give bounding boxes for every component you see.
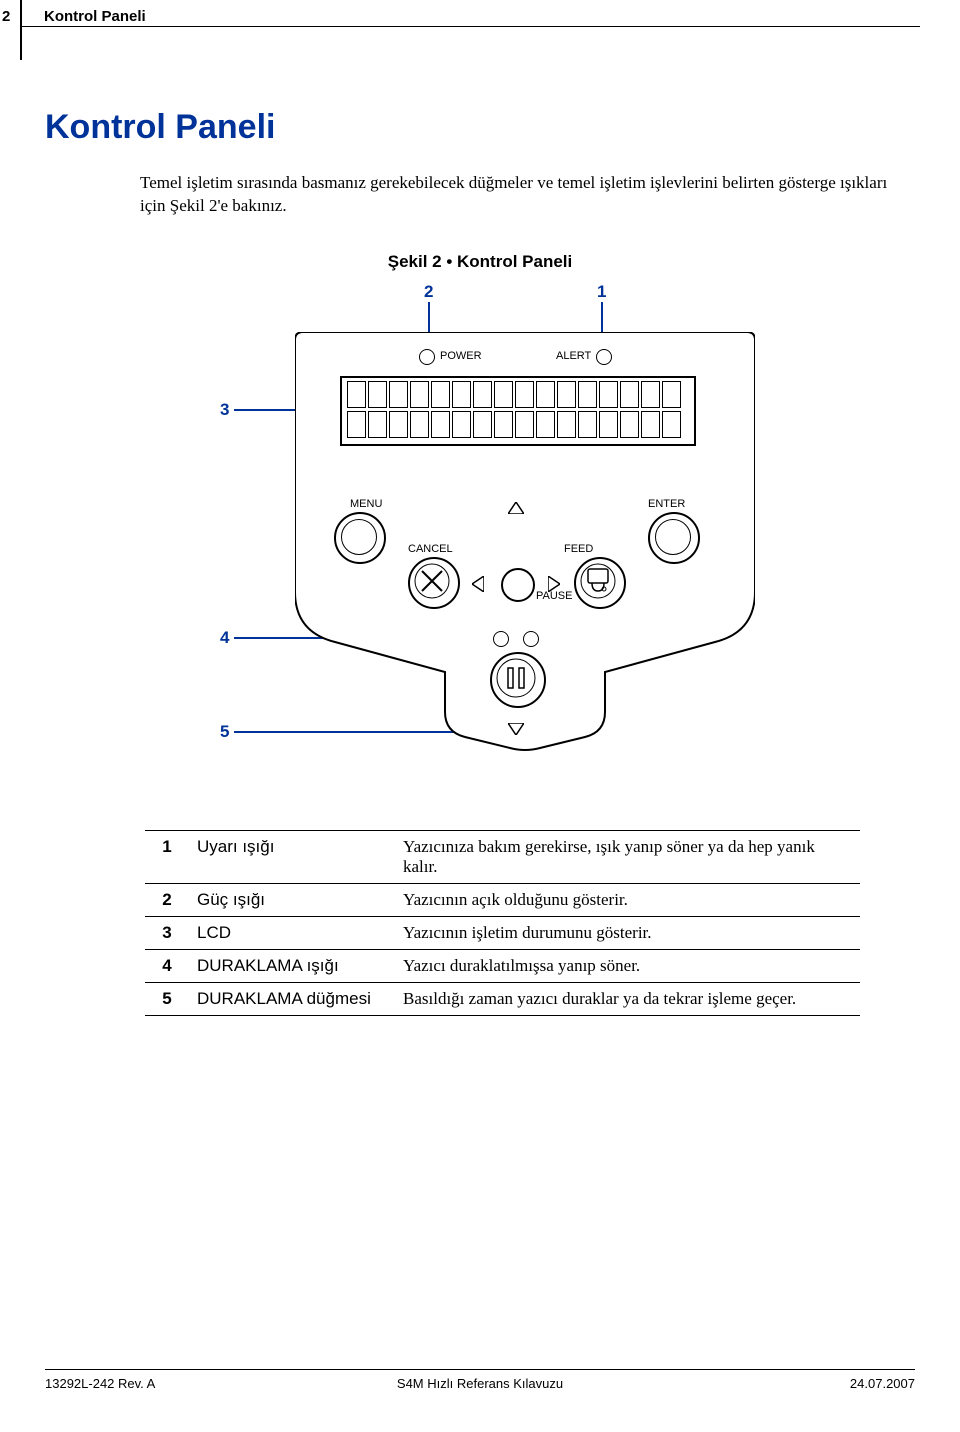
legend-num: 3 [145,917,189,950]
lcd-cell [536,411,555,438]
enter-label: ENTER [648,498,685,510]
feed-label: FEED [564,543,593,555]
legend-desc: Yazıcının işletim durumunu gösterir. [395,917,860,950]
callout-1: 1 [597,282,606,302]
lcd-cell [515,381,534,408]
lcd-cell [620,381,639,408]
legend-desc: Yazıcınıza bakım gerekirse, ışık yanıp s… [395,831,860,884]
legend-table: 1 Uyarı ışığı Yazıcınıza bakım gerekirse… [145,830,860,1016]
lcd-cell [431,411,450,438]
table-row: 4 DURAKLAMA ışığı Yazıcı duraklatılmışsa… [145,950,860,983]
footer-center: S4M Hızlı Referans Kılavuzu [45,1376,915,1391]
header-rule-horiz [20,26,920,27]
lcd-cell [368,411,387,438]
figure-caption: Şekil 2 • Kontrol Paneli [0,252,960,272]
lcd-cell [662,411,681,438]
left-arrow-icon[interactable] [472,576,484,597]
power-led [419,349,435,365]
lcd-cell [410,411,429,438]
lcd-cell [578,381,597,408]
legend-term: Güç ışığı [189,884,395,917]
table-row: 1 Uyarı ışığı Yazıcınıza bakım gerekirse… [145,831,860,884]
lcd-cell [368,381,387,408]
pause-button[interactable] [490,652,546,708]
footer: 13292L-242 Rev. A S4M Hızlı Referans Kıl… [45,1369,915,1400]
legend-desc: Basıldığı zaman yazıcı duraklar ya da te… [395,983,860,1016]
lcd-cell [431,381,450,408]
footer-right: 24.07.2007 [850,1376,915,1391]
power-label: POWER [440,350,482,362]
lcd-cell [536,381,555,408]
lcd-cell [347,381,366,408]
page-number: 2 [2,8,10,25]
lcd-cell [410,381,429,408]
lcd-cell [473,411,492,438]
lcd-cell [494,381,513,408]
control-panel-diagram: 1 2 3 4 5 POWER ALERT // draw 2x16 segme… [0,282,960,822]
legend-desc: Yazıcı duraklatılmışsa yanıp söner. [395,950,860,983]
section-label: Kontrol Paneli [44,8,146,25]
legend-term: DURAKLAMA düğmesi [189,983,395,1016]
enter-button-inner [655,519,691,555]
legend-num: 1 [145,831,189,884]
lcd-cell [620,411,639,438]
intro-text: Temel işletim sırasında basmanız gerekeb… [140,172,900,218]
legend-num: 2 [145,884,189,917]
lcd-cell [452,411,471,438]
callout-2: 2 [424,282,433,302]
lcd-cell [473,381,492,408]
lcd-cell [452,381,471,408]
lcd-cell [389,381,408,408]
lcd-cell [599,411,618,438]
page-title: Kontrol Paneli [45,108,275,147]
callout-3: 3 [220,400,229,420]
lcd-cell [641,381,660,408]
legend-num: 5 [145,983,189,1016]
pause-led-ring [501,568,535,602]
legend-desc: Yazıcının açık olduğunu gösterir. [395,884,860,917]
alert-label: ALERT [556,350,591,362]
lcd-cell [578,411,597,438]
feed-button[interactable] [574,557,626,609]
lcd-cell [641,411,660,438]
table-row: 5 DURAKLAMA düğmesi Basıldığı zaman yazı… [145,983,860,1016]
down-arrow-icon[interactable] [508,722,524,740]
menu-label: MENU [350,498,382,510]
alert-led [596,349,612,365]
legend-num: 4 [145,950,189,983]
pause-led-2 [523,631,539,647]
cancel-label: CANCEL [408,543,453,555]
legend-term: DURAKLAMA ışığı [189,950,395,983]
menu-button-inner [341,519,377,555]
pause-led [493,631,509,647]
up-arrow-icon[interactable] [508,501,524,519]
table-row: 3 LCD Yazıcının işletim durumunu gösteri… [145,917,860,950]
pause-label: PAUSE [536,590,572,602]
lcd-cell [515,411,534,438]
lcd-cell [389,411,408,438]
table-row: 2 Güç ışığı Yazıcının açık olduğunu göst… [145,884,860,917]
lcd-cell [599,381,618,408]
legend-term: LCD [189,917,395,950]
lcd-cell [347,411,366,438]
lcd-cell [662,381,681,408]
lcd-cell [557,411,576,438]
lcd-cell [494,411,513,438]
callout-4: 4 [220,628,229,648]
header-rule-vert [20,0,22,60]
cancel-button[interactable] [408,557,460,609]
callout-5: 5 [220,722,229,742]
lcd-cell [557,381,576,408]
legend-term: Uyarı ışığı [189,831,395,884]
